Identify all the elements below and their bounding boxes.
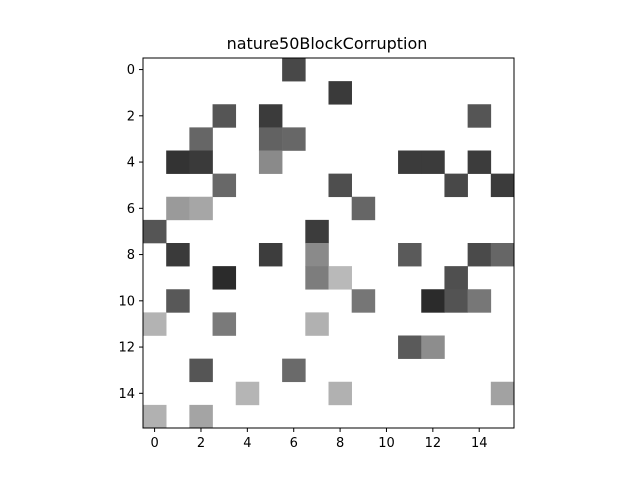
heatmap-cell bbox=[189, 404, 213, 429]
heatmap-cell bbox=[328, 266, 352, 290]
x-tick-label: 6 bbox=[290, 436, 298, 451]
chart-title: nature50BlockCorruption bbox=[227, 34, 428, 53]
heatmap-cell bbox=[328, 381, 352, 406]
heatmap-cell bbox=[143, 312, 167, 336]
y-tick-label: 12 bbox=[118, 341, 135, 356]
heatmap-cell bbox=[258, 127, 283, 151]
heatmap-cell bbox=[258, 150, 283, 174]
heatmap-cell bbox=[189, 358, 213, 383]
heatmap-cell bbox=[212, 173, 237, 198]
heatmap-cell bbox=[305, 219, 329, 244]
heatmap-cell bbox=[235, 381, 260, 406]
heatmap-cell bbox=[444, 173, 468, 198]
y-tick-label: 8 bbox=[127, 248, 135, 263]
heatmap-cell bbox=[305, 312, 329, 336]
x-tick-label: 4 bbox=[243, 436, 251, 451]
heatmap-cell bbox=[305, 266, 329, 290]
heatmap-cell bbox=[258, 104, 283, 128]
heatmap-cell bbox=[189, 127, 213, 151]
heatmap-cell bbox=[467, 243, 492, 267]
heatmap-cell bbox=[351, 289, 376, 313]
x-tick-label: 2 bbox=[197, 436, 205, 451]
heatmap-cell bbox=[282, 127, 306, 151]
heatmap-cell bbox=[467, 150, 492, 174]
heatmap-cell bbox=[212, 266, 237, 290]
heatmap-cell bbox=[444, 289, 468, 313]
y-axis: 0 2 4 6 8 10 12 14 bbox=[118, 63, 143, 402]
heatmap-cell bbox=[398, 243, 422, 267]
heatmap-cell bbox=[189, 196, 213, 221]
x-tick-label: 8 bbox=[336, 436, 344, 451]
heatmap-cell bbox=[467, 104, 492, 128]
heatmap-cell bbox=[166, 196, 190, 221]
heatmap-cell bbox=[490, 381, 515, 406]
heatmap-cell bbox=[212, 104, 237, 128]
heatmap-cell bbox=[282, 358, 306, 383]
heatmap-cell bbox=[421, 289, 445, 313]
heatmap-cell bbox=[189, 150, 213, 174]
x-axis: 0 2 4 6 8 10 12 14 bbox=[150, 428, 487, 451]
heatmap-cell bbox=[305, 243, 329, 267]
heatmap-cell bbox=[444, 266, 468, 290]
y-tick-label: 2 bbox=[127, 109, 135, 124]
plot-frame bbox=[142, 57, 515, 429]
heatmap-cell bbox=[282, 58, 306, 82]
heatmap-cell bbox=[398, 150, 422, 174]
x-tick-label: 0 bbox=[150, 436, 158, 451]
heatmap-cell bbox=[490, 173, 515, 198]
x-tick-label: 12 bbox=[425, 436, 442, 451]
y-tick-label: 10 bbox=[118, 294, 135, 309]
heatmap-cell bbox=[166, 243, 190, 267]
heatmap-cell bbox=[166, 150, 190, 174]
heatmap-cell bbox=[490, 243, 515, 267]
x-tick-label: 14 bbox=[471, 436, 488, 451]
heatmap-cell bbox=[421, 335, 445, 359]
y-tick-label: 4 bbox=[127, 156, 135, 171]
heatmap-cell bbox=[143, 404, 167, 429]
heatmap-cell bbox=[467, 289, 492, 313]
heatmap-cell bbox=[351, 196, 376, 221]
heatmap-cell bbox=[328, 81, 352, 105]
heatmap-cell bbox=[258, 243, 283, 267]
y-tick-label: 0 bbox=[127, 63, 135, 78]
heatmap-cell bbox=[212, 312, 237, 336]
x-tick-label: 10 bbox=[378, 436, 395, 451]
heatmap-cell bbox=[421, 150, 445, 174]
heatmap-cell bbox=[328, 173, 352, 198]
heatmap-cell bbox=[143, 219, 167, 244]
plot-area bbox=[142, 57, 515, 429]
heatmap-cell bbox=[166, 289, 190, 313]
y-tick-label: 6 bbox=[127, 202, 135, 217]
heatmap-cell bbox=[398, 335, 422, 359]
y-tick-label: 14 bbox=[118, 387, 135, 402]
